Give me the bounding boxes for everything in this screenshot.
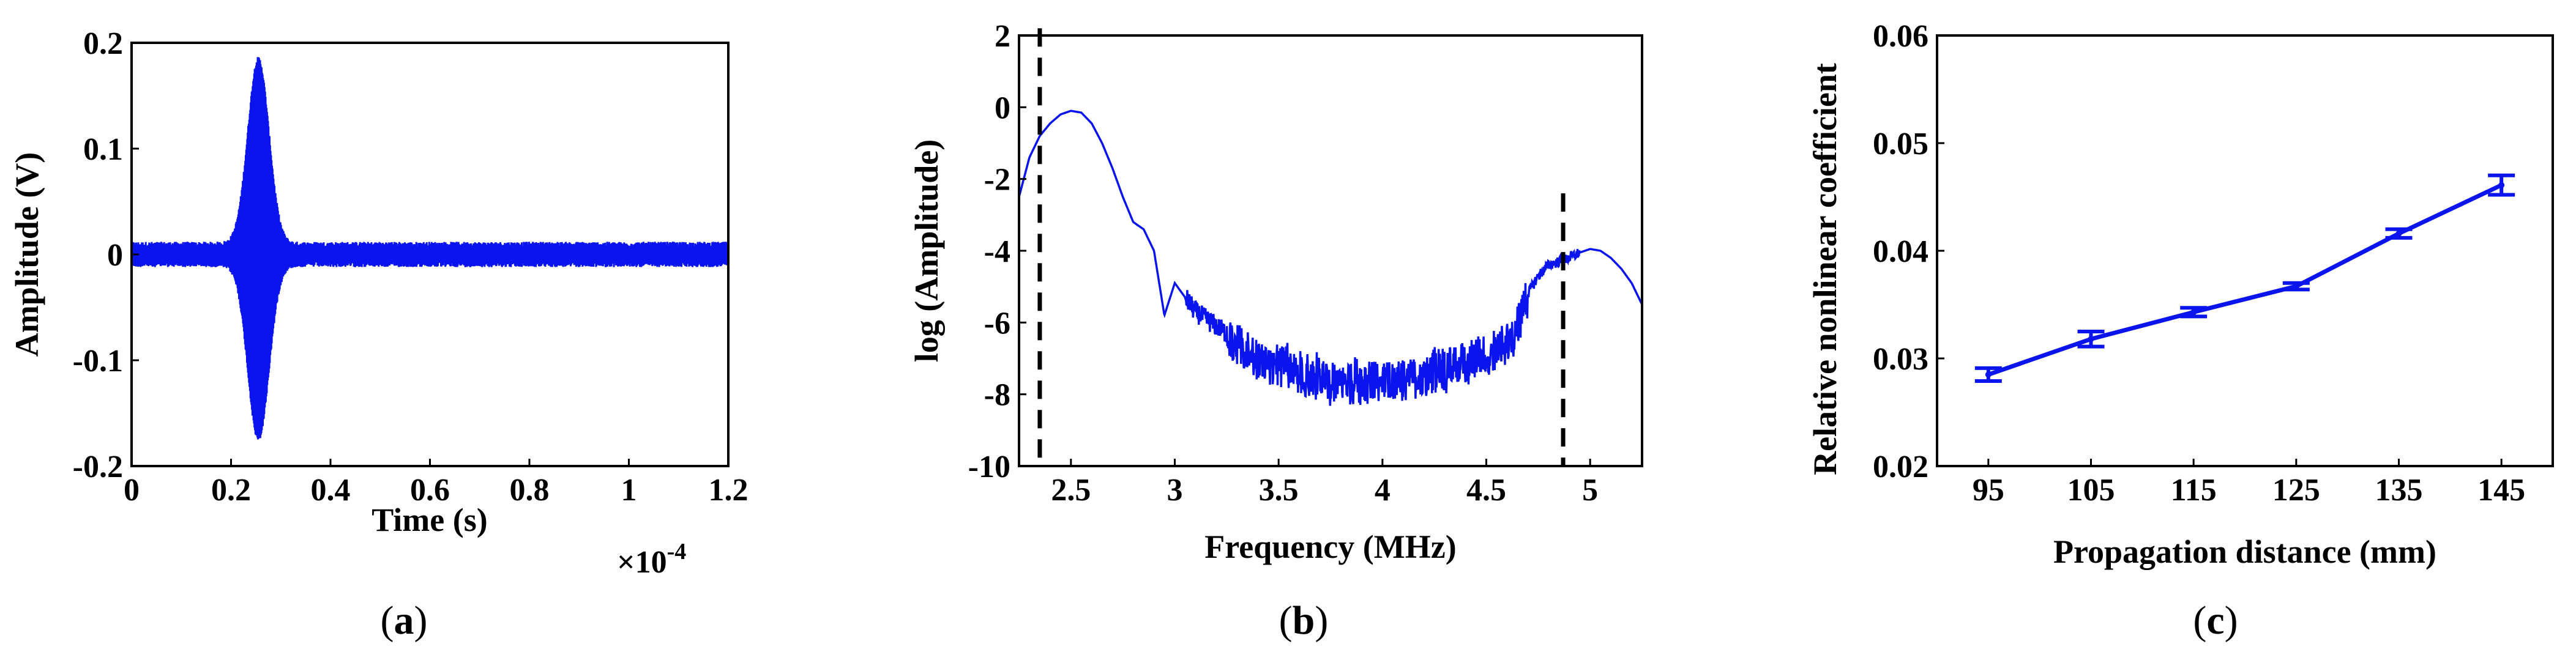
chart-a-x-ticks: 0 0.2 0.4 0.6 0.8 1 1.2 xyxy=(124,459,749,508)
chart-b-series-line xyxy=(1018,109,1643,406)
chart-a-y-tick-label: -0.1 xyxy=(73,344,123,379)
chart-c-y-tick-label: 0.03 xyxy=(1873,342,1928,377)
chart-c-point xyxy=(2395,230,2402,237)
chart-b-ylabel: log (Amplitude) xyxy=(908,139,945,363)
chart-c-point xyxy=(1985,371,1992,378)
chart-a-y-tick-label: 0.1 xyxy=(83,132,123,167)
chart-b-x-ticks: 2.5 3 3.5 4 4.5 5 xyxy=(1051,459,1598,508)
chart-c-x-tick-label: 125 xyxy=(2272,473,2320,508)
chart-b: 2.5 3 3.5 4 4.5 5 -10 -8 -6 -4 -2 0 2 Frequency (MH… xyxy=(908,19,1643,643)
chart-c-plot-area xyxy=(1974,173,2515,383)
chart-a-y-ticks: -0.2 -0.1 0 0.1 0.2 xyxy=(73,26,139,484)
chart-a-x-tick-label: 0.6 xyxy=(410,473,450,508)
chart-b-x-tick-label: 4.5 xyxy=(1466,473,1506,508)
chart-a-series-line xyxy=(130,57,730,440)
panel-label-a: (a) xyxy=(381,598,428,643)
chart-a-y-tick-label: 0.2 xyxy=(83,26,123,61)
chart-c-y-tick-label: 0.04 xyxy=(1873,234,1928,269)
chart-b-x-tick-label: 3.5 xyxy=(1259,473,1299,508)
chart-b-y-tick-label: -4 xyxy=(984,234,1010,269)
panel-label-c: (c) xyxy=(2193,598,2238,643)
chart-b-y-tick-label: -8 xyxy=(984,378,1010,413)
chart-b-x-tick-label: 2.5 xyxy=(1051,473,1091,508)
chart-b-y-tick-label: 0 xyxy=(995,91,1010,125)
chart-c-point xyxy=(2190,309,2197,316)
chart-a-plot-area xyxy=(130,57,730,440)
chart-c-x-tick-label: 105 xyxy=(2067,473,2115,508)
chart-a-y-tick-label: -0.2 xyxy=(73,450,123,484)
chart-c-x-tick-label: 135 xyxy=(2375,473,2423,508)
chart-a-x-tick-label: 0 xyxy=(124,473,140,508)
chart-c-series-line xyxy=(1987,183,2503,377)
chart-a-x-tick-label: 1 xyxy=(621,473,637,508)
chart-a-x-tick-label: 0.4 xyxy=(311,473,351,508)
chart-c-point xyxy=(2498,182,2505,188)
panel-label-b: (b) xyxy=(1279,598,1329,643)
chart-a-x-tick-label: 1.2 xyxy=(709,473,749,508)
chart-c-axes-box xyxy=(1936,34,2554,467)
chart-b-y-tick-label: 2 xyxy=(995,19,1010,54)
chart-c-point xyxy=(2293,283,2299,290)
chart-a-y-tick-label: 0 xyxy=(107,238,123,273)
chart-c-point xyxy=(2088,336,2094,343)
chart-b-xlabel: Frequency (MHz) xyxy=(1204,528,1456,565)
chart-c-x-ticks: 95 105 115 125 135 145 xyxy=(1973,459,2525,508)
chart-b-x-tick-label: 3 xyxy=(1167,473,1183,508)
chart-b-y-ticks: -10 -8 -6 -4 -2 0 2 xyxy=(968,19,1026,484)
chart-a: 0 0.2 0.4 0.6 0.8 1 1.2 -0.2 -0.1 0 0.1 0.2 Time (… xyxy=(9,26,749,643)
chart-c-y-tick-label: 0.05 xyxy=(1873,127,1928,161)
chart-c-x-tick-label: 115 xyxy=(2171,473,2217,508)
chart-c-x-tick-label: 145 xyxy=(2477,473,2525,508)
chart-c-xlabel: Propagation distance (mm) xyxy=(2053,533,2436,570)
chart-c-ylabel: Relative nonlinear coefficient xyxy=(1807,63,1843,475)
chart-b-x-tick-label: 5 xyxy=(1582,473,1598,508)
chart-c: 95 105 115 125 135 145 0.02 0.03 0.04 0.05 0.06 P… xyxy=(1807,19,2554,643)
chart-b-y-tick-label: -10 xyxy=(968,450,1010,484)
chart-b-x-tick-label: 4 xyxy=(1375,473,1391,508)
chart-c-x-tick-label: 95 xyxy=(1973,473,2004,508)
chart-c-y-ticks: 0.02 0.03 0.04 0.05 0.06 xyxy=(1873,19,1944,484)
chart-b-y-tick-label: -6 xyxy=(984,306,1010,341)
chart-a-xlabel: Time (s) xyxy=(371,502,487,538)
chart-c-y-tick-label: 0.02 xyxy=(1873,450,1928,484)
chart-c-y-tick-label: 0.06 xyxy=(1873,19,1928,54)
chart-a-x-multiplier: ×10-4 xyxy=(617,539,686,580)
chart-a-ylabel: Amplitude (V) xyxy=(9,152,45,357)
chart-b-y-tick-label: -2 xyxy=(984,163,1010,198)
chart-a-x-tick-label: 0.2 xyxy=(211,473,251,508)
chart-b-plot-area xyxy=(1018,28,1643,466)
chart-a-x-tick-label: 0.8 xyxy=(510,473,550,508)
